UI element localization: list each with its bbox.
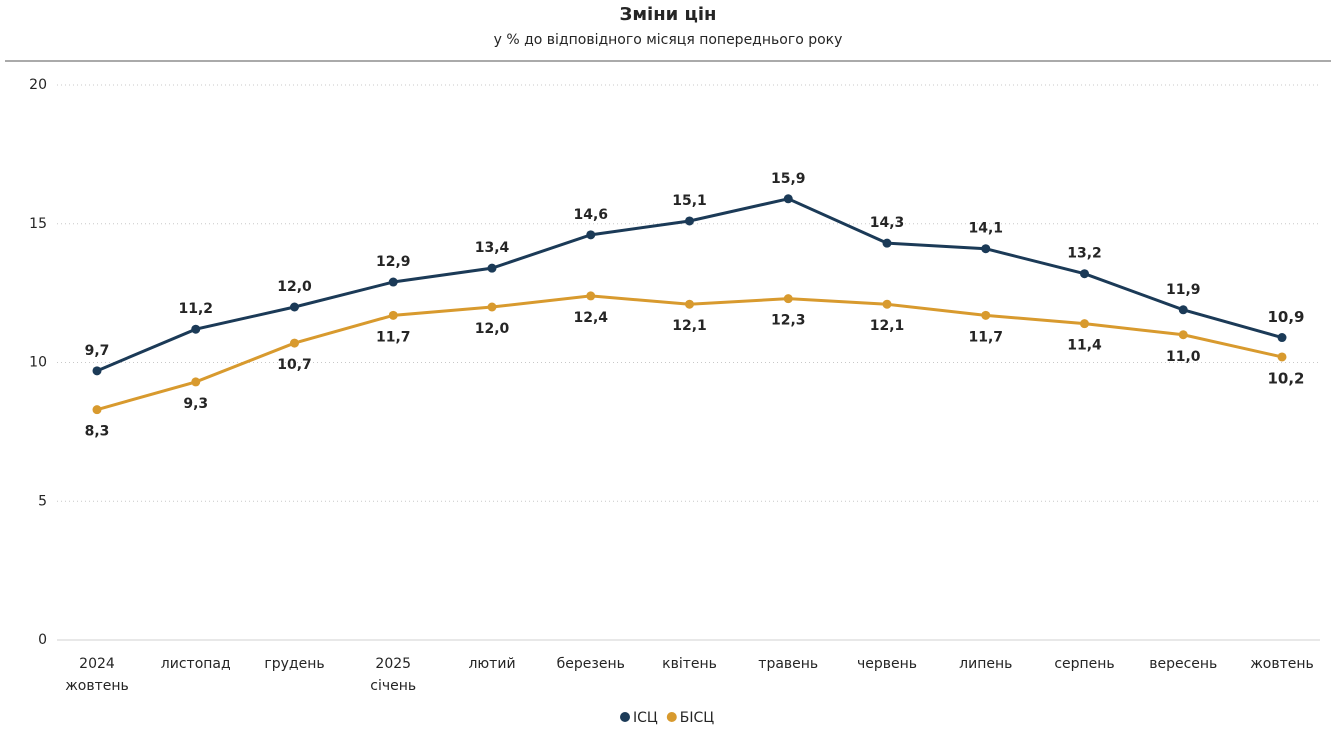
legend-marker [666,712,677,722]
data-point [1277,333,1287,343]
x-tick-label: жовтень [1250,656,1314,672]
data-label: 15,1 [672,193,707,209]
x-tick-label: жовтень [65,678,129,694]
data-point [783,194,793,204]
data-label: 11,7 [968,329,1003,345]
data-point [882,299,892,309]
x-tick-label: травень [758,656,818,672]
x-tick-label: червень [857,656,917,672]
legend-label: ІСЦ [633,710,658,726]
data-point [586,291,596,301]
data-point [92,366,102,376]
y-tick-label: 0 [38,632,47,648]
data-label: 13,4 [475,240,510,256]
data-point [1080,319,1089,329]
data-label: 12,9 [376,254,411,270]
data-point [487,263,497,273]
data-point [191,377,201,387]
chart-subtitle: у % до відповідного місяця попереднього … [494,32,843,48]
y-tick-label: 15 [29,216,47,232]
y-tick-label: 5 [38,493,47,509]
data-label: 14,1 [968,221,1003,237]
data-label: 12,1 [870,318,905,334]
data-label: 14,6 [573,207,608,223]
data-point [92,405,102,415]
x-tick-label: листопад [161,656,231,672]
x-tick-label: грудень [264,656,324,672]
data-label: 12,1 [672,318,707,334]
data-label: 13,2 [1067,246,1102,262]
data-label: 12,0 [277,279,312,295]
data-label: 10,9 [1267,308,1304,326]
data-point [981,244,991,254]
x-tick-label: лютий [468,656,515,672]
data-point [290,302,299,312]
data-label: 12,0 [475,321,510,337]
data-label: 8,3 [85,424,110,440]
data-point [981,310,991,320]
data-label: 11,9 [1166,282,1201,298]
data-label: 9,3 [183,396,208,412]
chart-title: Зміни цін [620,4,717,25]
data-point [290,338,299,348]
x-tick-label: березень [557,656,625,672]
x-tick-label: липень [959,656,1012,672]
data-point [191,324,201,334]
data-label: 10,7 [277,357,312,373]
data-point [685,216,694,226]
x-tick-label: квітень [662,656,717,672]
legend-marker [620,712,630,722]
y-tick-label: 20 [29,77,47,93]
data-point [388,277,398,287]
data-label: 12,3 [771,313,806,329]
x-tick-label: січень [370,678,416,694]
data-point [1277,352,1287,362]
data-point [1080,269,1089,279]
data-label: 9,7 [85,343,110,359]
y-tick-label: 10 [29,355,47,371]
x-tick-label: серпень [1054,656,1114,672]
data-point [487,302,497,312]
data-label: 15,9 [771,171,806,187]
data-label: 11,4 [1067,338,1102,354]
data-label: 11,7 [376,329,411,345]
data-point [1178,330,1188,340]
data-label: 14,3 [870,215,905,231]
legend-label: БІСЦ [680,710,715,726]
x-tick-label: вересень [1149,656,1217,672]
x-year-label: 2024 [79,656,115,672]
data-point [783,294,793,304]
data-point [882,238,892,248]
data-point [586,230,596,240]
data-point [685,299,694,309]
data-label: 11,0 [1166,349,1201,365]
data-label: 12,4 [573,310,608,326]
data-point [1178,305,1188,315]
x-year-label: 2025 [375,656,411,672]
data-label: 11,2 [178,301,213,317]
data-point [388,310,398,320]
data-label: 10,2 [1267,369,1304,387]
